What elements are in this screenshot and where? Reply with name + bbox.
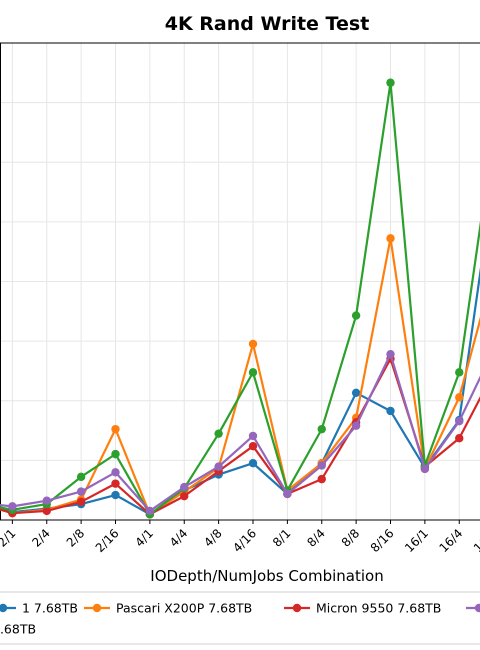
x-tick-label: 2/1 — [0, 526, 18, 550]
legend-label: 1 7.68TB — [22, 601, 78, 616]
data-point — [455, 393, 464, 402]
chart-title: 4K Rand Write Test — [165, 13, 370, 35]
x-tick-label: 4/1 — [132, 526, 156, 550]
data-point — [351, 388, 361, 397]
axes — [0, 42, 480, 521]
data-point — [386, 406, 395, 416]
series-group — [0, 78, 480, 519]
x-tick-label: 2/8 — [64, 526, 88, 550]
x-tick-label: 16/8 — [471, 526, 480, 555]
data-point — [214, 462, 223, 471]
data-point — [111, 479, 120, 488]
x-tick-label: 8/1 — [270, 526, 294, 550]
data-point — [317, 474, 326, 484]
data-point — [8, 502, 17, 511]
data-point — [386, 349, 395, 359]
x-tick-label: 2/16 — [93, 526, 122, 555]
legend-marker — [292, 603, 302, 613]
data-point — [42, 506, 51, 516]
series-line-4 — [0, 81, 480, 516]
x-axis-label: IODepth/NumJobs Combination — [150, 567, 383, 585]
data-point — [248, 431, 258, 441]
x-tick-label: 8/8 — [339, 526, 363, 550]
data-point — [455, 416, 464, 426]
x-tick-label: 8/4 — [304, 526, 328, 550]
x-tick-label: 16/1 — [402, 526, 431, 555]
legend-box — [0, 591, 480, 645]
legend-label: Micron 9550 7.68TB — [316, 601, 441, 616]
legend-marker — [474, 603, 480, 613]
data-point — [455, 368, 464, 377]
data-point — [351, 311, 361, 320]
data-point — [42, 496, 51, 505]
legend: 1 7.68TB Pascari X200P 7.68TB Micron 9550 … — [0, 591, 480, 645]
series-line-5 — [0, 353, 480, 513]
data-point — [420, 464, 430, 474]
x-tick-labels: 1/12/12/42/82/164/14/44/84/168/18/48/88/… — [0, 520, 480, 555]
x-tick-label: 4/8 — [201, 526, 225, 550]
data-point — [248, 339, 258, 349]
data-point — [111, 424, 120, 434]
data-point — [317, 461, 326, 470]
x-tick-label: 2/4 — [29, 526, 53, 550]
data-point — [76, 472, 86, 482]
data-point — [317, 424, 326, 434]
data-point — [248, 459, 258, 468]
data-point — [111, 449, 120, 459]
legend-label: 7.68TB — [0, 622, 36, 637]
series-line-1 — [0, 266, 480, 516]
data-point — [180, 482, 189, 492]
x-tick-label: 4/4 — [167, 526, 191, 550]
x-tick-label: 8/16 — [368, 526, 397, 555]
legend-marker — [92, 603, 102, 613]
data-point — [283, 489, 292, 499]
x-tick-label: 4/16 — [230, 526, 259, 555]
data-point — [111, 490, 120, 500]
data-point — [76, 487, 86, 496]
legend-marker — [0, 603, 8, 613]
x-tick-label: 16/4 — [436, 526, 465, 555]
data-point — [248, 368, 258, 377]
data-point — [386, 234, 395, 243]
data-point — [111, 468, 120, 477]
data-point — [248, 441, 258, 451]
series-line-3 — [0, 357, 480, 516]
data-point — [180, 491, 189, 501]
data-point — [214, 429, 223, 438]
data-point — [76, 497, 86, 507]
data-point — [386, 78, 395, 87]
legend-label: Pascari X200P 7.68TB — [116, 601, 252, 616]
data-point — [145, 506, 155, 516]
series-line-2 — [0, 237, 480, 516]
data-point — [455, 434, 464, 443]
data-point — [351, 421, 361, 430]
